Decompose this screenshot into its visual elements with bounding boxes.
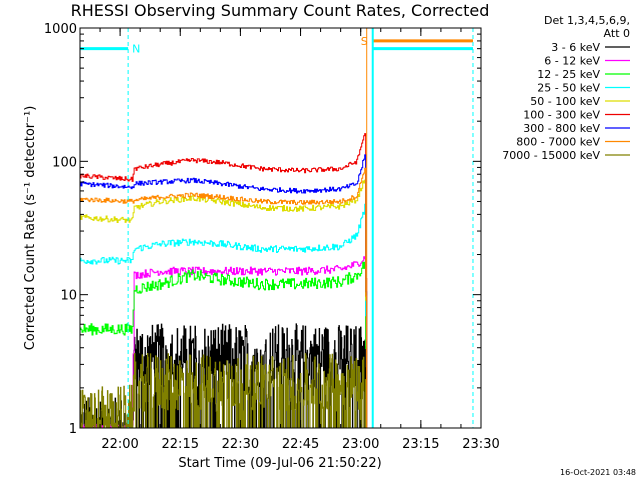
- x-tick-label: 22:15: [162, 437, 199, 452]
- legend-entry-label: 6 - 12 keV: [544, 55, 600, 68]
- y-tick-label: 1000: [44, 22, 77, 37]
- x-tick-label: 22:45: [282, 437, 319, 452]
- legend-entry-label: 50 - 100 keV: [530, 95, 600, 108]
- series-300-800-keV-kev: [80, 154, 368, 427]
- series-25-50-keV-kev: [80, 203, 368, 427]
- series-100-300-keV-kev: [80, 133, 368, 428]
- x-tick-label: 23:15: [402, 437, 439, 452]
- series-line: [80, 167, 368, 428]
- axes: 22:00 22:15 22:30 22:45 23:00 23:15 23:30 1 10 10…: [44, 22, 500, 452]
- y-tick-label: 1: [69, 422, 77, 437]
- y-axis-label-text: Corrected Count Rate (s⁻¹ detector⁻¹): [23, 106, 38, 351]
- legend-entry-label: 100 - 300 keV: [523, 109, 600, 122]
- series-800-7000-keV-kev: [80, 167, 368, 428]
- chart-title: RHESSI Observing Summary Count Rates, Co…: [71, 1, 490, 20]
- timestamp: 16-Oct-2021 03:48: [560, 468, 636, 477]
- y-tick-label: 10: [60, 289, 77, 304]
- x-tick-label: 22:00: [101, 437, 138, 452]
- x-tick-label: 22:30: [222, 437, 259, 452]
- y-tick-label: 100: [52, 155, 77, 170]
- legend-entry-label: 800 - 7000 keV: [516, 136, 600, 149]
- x-tick-label: 23:00: [342, 437, 379, 452]
- x-tick-label: 23:30: [462, 437, 499, 452]
- legend-entry-label: 3 - 6 keV: [551, 41, 600, 54]
- legend-entry-label: 12 - 25 keV: [537, 68, 600, 81]
- legend-entry-label: 300 - 800 keV: [523, 122, 600, 135]
- eclipse-markers: [371, 28, 474, 428]
- flag-label: S: [361, 35, 368, 48]
- legend-entry-label: 7000 - 15000 keV: [502, 149, 600, 162]
- legend-entry-label: 25 - 50 keV: [537, 82, 600, 95]
- y-axis-label: Corrected Count Rate (s⁻¹ detector⁻¹): [23, 106, 38, 351]
- series-line: [80, 203, 368, 427]
- series-line: [80, 154, 368, 427]
- flag-label: N: [132, 43, 140, 56]
- legend-header: Det 1,3,4,5,6,9,: [544, 14, 630, 27]
- flag-bar-n: N: [80, 28, 140, 428]
- legend-header: Att 0: [604, 27, 630, 40]
- series-line: [80, 133, 368, 428]
- flag-bar-s: S: [361, 28, 473, 428]
- x-axis-label: Start Time (09-Jul-06 21:50:22): [178, 456, 381, 471]
